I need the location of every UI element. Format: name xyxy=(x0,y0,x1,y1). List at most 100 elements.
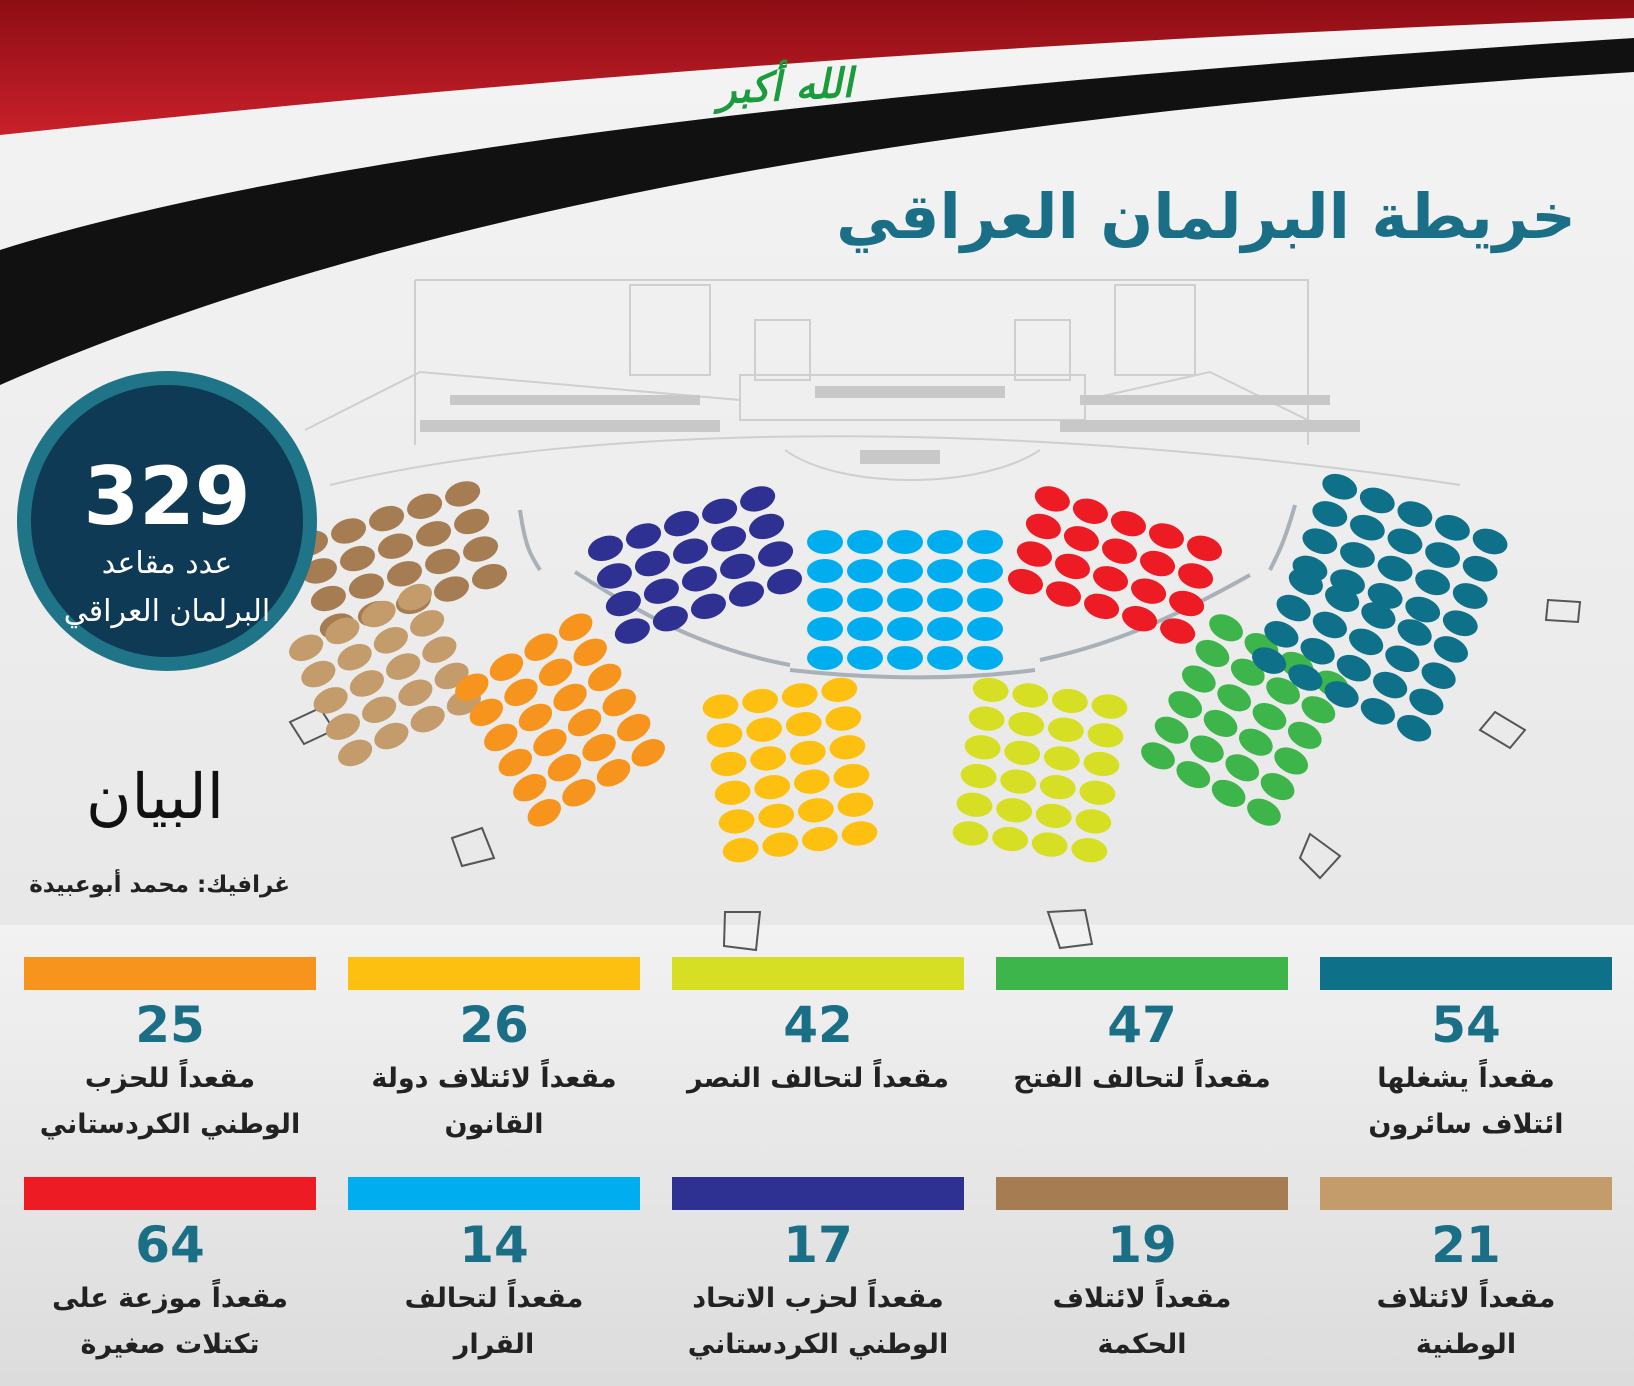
seat xyxy=(1203,709,1238,737)
seat-count: 26 xyxy=(459,996,529,1054)
seat xyxy=(1178,563,1214,589)
seat xyxy=(386,561,422,587)
seat xyxy=(1176,761,1211,789)
seat xyxy=(1302,528,1338,555)
seat xyxy=(369,505,405,532)
seat xyxy=(1288,568,1323,596)
seat xyxy=(968,706,1005,731)
seat xyxy=(573,638,607,667)
seat-cluster xyxy=(1252,568,1468,742)
legend-item: 19 مقعداً لائتلاف الحكمة xyxy=(996,1177,1288,1368)
seat xyxy=(1266,677,1300,705)
seat xyxy=(833,763,870,789)
seat xyxy=(1034,486,1070,512)
seat xyxy=(1425,542,1460,568)
seat xyxy=(378,533,414,559)
seat xyxy=(702,498,738,524)
seat xyxy=(373,626,408,654)
seat xyxy=(489,653,524,681)
seat xyxy=(952,821,989,846)
seat xyxy=(398,679,433,707)
seat xyxy=(330,518,367,544)
seat xyxy=(1415,569,1451,596)
seat xyxy=(547,753,582,782)
title: خريطة البرلمان العراقي xyxy=(836,180,1576,253)
legend-item: 17 مقعداً لحزب الاتحاد الوطني الكردستاني xyxy=(672,1177,964,1368)
seat xyxy=(513,773,547,802)
seat-cluster xyxy=(587,486,803,644)
seat xyxy=(927,646,963,670)
seat xyxy=(1359,487,1395,514)
seat xyxy=(1217,684,1252,712)
seat xyxy=(1168,691,1203,719)
seat xyxy=(1361,602,1396,629)
seat xyxy=(781,683,818,708)
seat xyxy=(1075,809,1112,834)
seat xyxy=(847,646,883,670)
seat xyxy=(1035,803,1072,829)
seat xyxy=(927,617,963,641)
flag-red xyxy=(0,0,1634,135)
seat xyxy=(1397,714,1432,742)
legend-swatch xyxy=(996,957,1288,990)
seat xyxy=(789,740,826,766)
seat-count: 21 xyxy=(1431,1216,1501,1274)
seat xyxy=(1000,769,1037,794)
seat xyxy=(718,809,755,834)
seat xyxy=(1387,528,1423,555)
seat xyxy=(386,653,421,680)
seat xyxy=(1385,645,1420,673)
seat xyxy=(553,683,587,712)
seat xyxy=(1397,501,1433,527)
seat xyxy=(582,733,616,762)
seat xyxy=(807,646,843,670)
seat xyxy=(338,739,373,767)
seat xyxy=(1300,637,1335,665)
seat xyxy=(1051,688,1088,714)
seat xyxy=(749,513,785,540)
seat xyxy=(472,563,508,590)
seat xyxy=(433,576,470,602)
legend-item: 54 مقعداً يشغلها ائتلاف سائرون xyxy=(1320,957,1612,1148)
seat xyxy=(605,590,641,617)
seat xyxy=(533,728,567,757)
seat xyxy=(339,545,375,572)
legend-swatch xyxy=(24,957,316,990)
seat xyxy=(967,617,1003,641)
seat xyxy=(445,481,481,507)
seat xyxy=(617,713,651,742)
seat xyxy=(793,769,830,794)
seat xyxy=(416,521,452,547)
seat xyxy=(825,706,862,731)
seat xyxy=(785,711,822,737)
seat xyxy=(927,588,963,612)
seat xyxy=(1008,711,1045,737)
seat xyxy=(710,751,747,777)
seat xyxy=(758,803,795,829)
seat xyxy=(746,717,783,742)
seat xyxy=(1012,683,1049,708)
seat xyxy=(750,746,787,771)
legend-item: 25 مقعداً للحزب الوطني الكردستاني xyxy=(24,957,316,1148)
seat xyxy=(484,723,518,752)
seat xyxy=(967,559,1003,583)
seat xyxy=(1260,773,1295,801)
legend-item: 14 مقعداً لتحالف القرار xyxy=(348,1177,640,1368)
legend-swatch xyxy=(1320,957,1612,990)
seat xyxy=(1079,780,1116,805)
seat xyxy=(1405,596,1441,623)
seat xyxy=(1181,665,1216,693)
seat xyxy=(587,535,623,562)
seat xyxy=(527,799,561,827)
party-label: مقعداً لائتلاف الوطنية xyxy=(1376,1283,1556,1360)
seat xyxy=(1238,728,1273,756)
party-label: مقعداً لتحالف القرار xyxy=(404,1283,584,1360)
seat xyxy=(967,588,1003,612)
seat-count: 19 xyxy=(1107,1216,1177,1274)
seat xyxy=(422,636,457,663)
seat-count: 64 xyxy=(135,1216,205,1274)
seat xyxy=(740,486,776,512)
seat xyxy=(1349,628,1384,656)
seat xyxy=(887,617,923,641)
seat xyxy=(614,618,650,644)
